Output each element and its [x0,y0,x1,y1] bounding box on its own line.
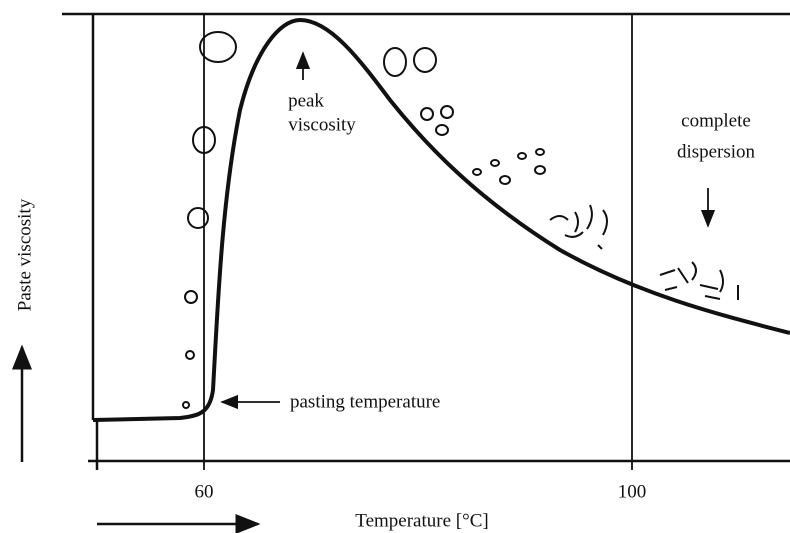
y-axis-label: Paste viscosity [14,198,35,311]
viscosity-curve [92,17,790,422]
frame [62,12,790,470]
x-axis-label: Temperature [°C] [355,510,488,531]
annotation: viscosity [288,114,356,135]
x-tick-label: 100 [618,481,647,502]
x-tick-label: 60 [195,481,214,502]
annotation: pasting temperature [290,391,440,412]
arrows [11,51,716,533]
annotation: peak [288,90,324,111]
granules [182,31,739,409]
annotation: complete [681,110,751,131]
annotation: dispersion [677,141,756,162]
